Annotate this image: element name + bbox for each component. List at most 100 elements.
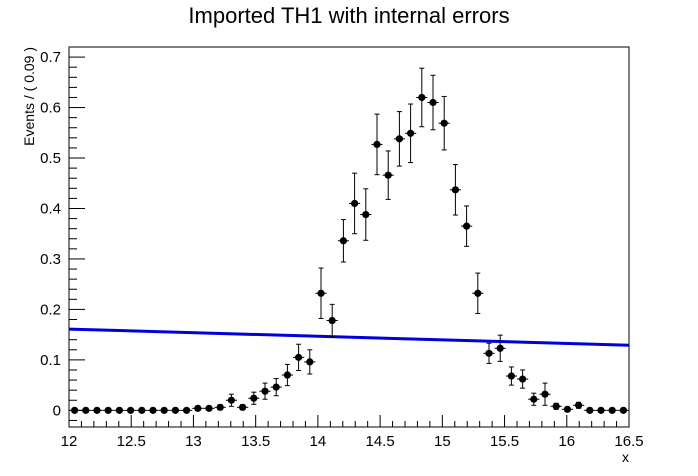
point-marker <box>552 402 560 410</box>
point-marker <box>104 406 112 414</box>
point-marker <box>474 289 482 297</box>
data-point <box>349 172 361 235</box>
x-tick-label: 13.5 <box>241 433 270 450</box>
x-tick-label: 12.5 <box>117 433 146 450</box>
data-point <box>259 382 271 400</box>
data-point <box>125 406 137 414</box>
y-tick-label: 0.4 <box>40 200 61 217</box>
point-marker <box>71 406 79 414</box>
data-point <box>427 74 439 131</box>
point-marker <box>440 119 448 127</box>
data-point <box>382 150 394 200</box>
point-marker <box>373 140 381 148</box>
data-point <box>69 406 81 414</box>
data-point <box>203 404 215 412</box>
point-marker <box>127 406 135 414</box>
point-marker <box>575 401 583 409</box>
fit-line <box>68 327 630 347</box>
data-point <box>371 113 383 176</box>
point-marker <box>496 344 504 352</box>
data-point <box>528 392 540 406</box>
data-point <box>606 406 618 414</box>
y-axis: 0 0.1 0.2 0.3 0.4 0.5 0.6 0.7 <box>40 46 85 421</box>
data-point <box>102 406 114 414</box>
point-marker <box>239 403 247 411</box>
x-axis: 12 12.5 13 13.5 14 14.5 15 15.5 16 16.5 <box>61 415 644 450</box>
x-tick-label: 15 <box>434 433 451 450</box>
data-point <box>405 103 417 164</box>
data-point <box>158 406 170 414</box>
point-marker <box>563 405 572 413</box>
point-marker <box>216 403 224 411</box>
x-tick-label: 12 <box>61 433 78 450</box>
data-point <box>561 405 573 413</box>
point-marker <box>194 404 202 412</box>
point-marker <box>160 406 168 414</box>
x-tick-label: 13 <box>185 433 202 450</box>
data-point <box>360 188 372 241</box>
point-marker <box>619 406 628 414</box>
data-point <box>584 406 596 414</box>
x-tick-label: 14 <box>310 433 327 450</box>
data-point <box>573 401 585 409</box>
data-point <box>595 406 607 414</box>
x-tick-label: 14.5 <box>366 433 395 450</box>
point-marker <box>507 372 515 380</box>
point-marker <box>608 406 616 414</box>
point-marker <box>339 237 347 245</box>
data-point <box>91 406 103 414</box>
point-marker <box>418 93 426 102</box>
point-marker <box>82 406 90 414</box>
point-marker <box>205 404 213 412</box>
data-point <box>270 378 282 397</box>
point-marker <box>227 396 235 404</box>
data-point <box>169 406 181 414</box>
point-marker <box>295 353 303 361</box>
point-marker <box>485 349 493 357</box>
data-point <box>113 406 125 414</box>
data-point <box>483 342 495 364</box>
data-point <box>505 366 517 386</box>
data-point <box>438 95 450 151</box>
data-point <box>393 111 405 167</box>
point-marker <box>451 186 459 194</box>
data-point <box>494 334 506 362</box>
data-point <box>539 382 551 406</box>
data-points-layer <box>69 67 629 414</box>
point-marker <box>541 390 549 398</box>
data-point <box>449 164 461 216</box>
data-point <box>136 406 148 414</box>
point-marker <box>171 406 179 414</box>
y-axis-label: Events / ( 0.09 ) <box>21 47 37 146</box>
point-marker <box>272 383 280 391</box>
y-tick-label: 0.3 <box>40 251 61 268</box>
data-point <box>181 406 193 414</box>
y-tick-label: 0.5 <box>40 150 61 167</box>
data-point <box>472 272 484 314</box>
data-point <box>281 363 293 387</box>
point-marker <box>586 406 594 414</box>
data-point <box>248 391 260 405</box>
point-marker <box>261 387 269 395</box>
y-tick-label: 0.6 <box>40 100 61 117</box>
point-marker <box>328 316 336 325</box>
data-point <box>337 219 349 263</box>
y-tick-label: 0 <box>53 402 61 419</box>
data-point <box>147 406 159 414</box>
x-tick-label: 15.5 <box>490 433 519 450</box>
point-marker <box>597 406 605 414</box>
point-marker <box>519 375 527 383</box>
data-point <box>617 406 629 414</box>
data-point <box>461 205 473 247</box>
data-point <box>326 303 338 338</box>
point-marker <box>429 98 437 107</box>
point-marker <box>530 395 538 403</box>
point-marker <box>407 129 415 137</box>
point-marker <box>93 406 101 414</box>
point-marker <box>463 222 471 230</box>
data-point <box>192 404 204 412</box>
data-point <box>416 67 428 128</box>
data-point <box>237 403 249 411</box>
point-marker <box>306 358 314 366</box>
